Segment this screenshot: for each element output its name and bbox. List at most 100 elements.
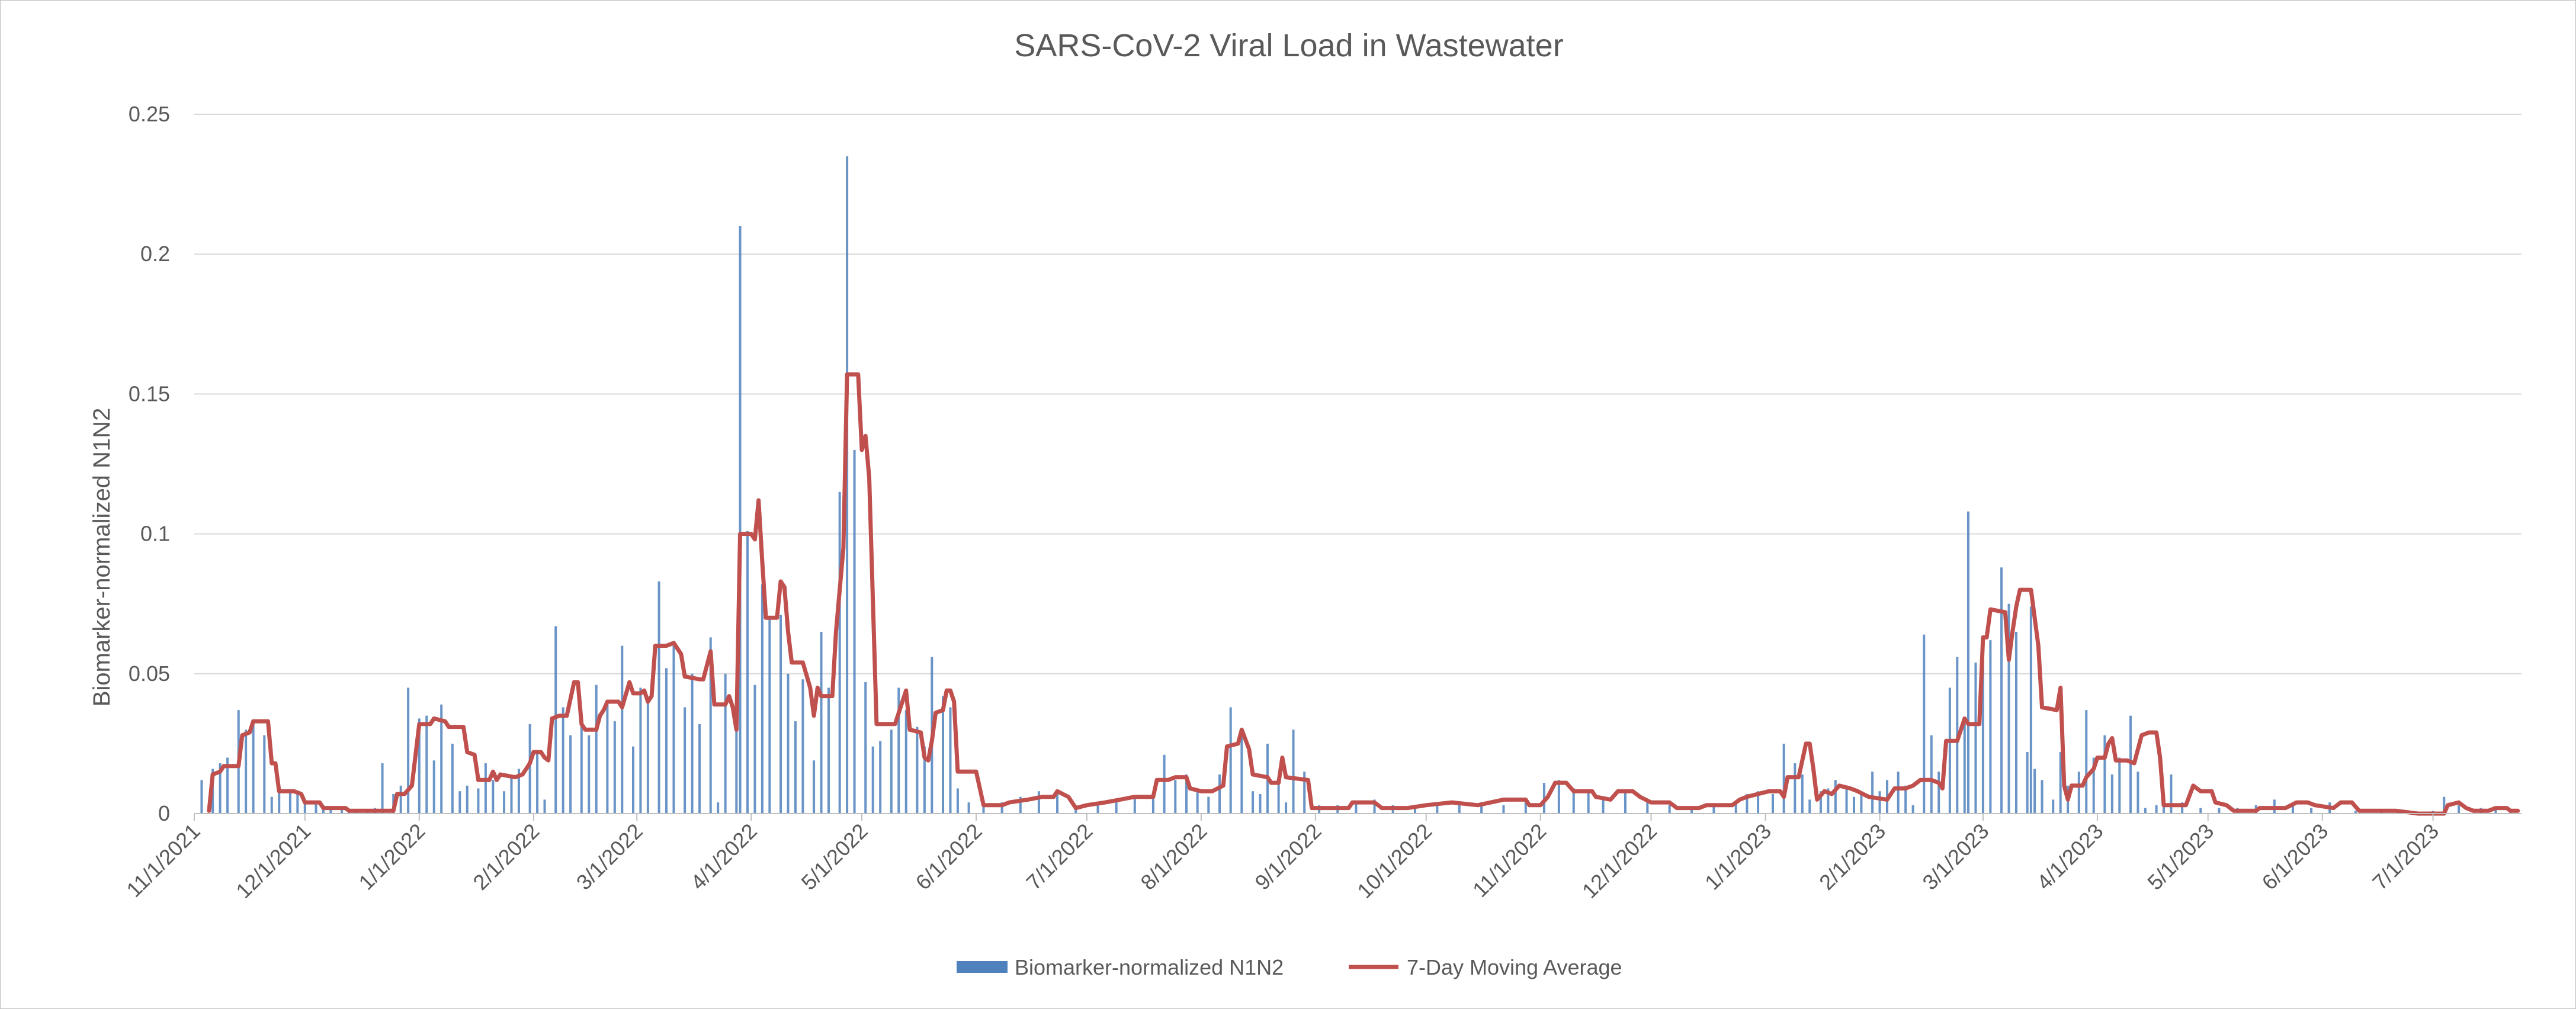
bar [418, 718, 421, 814]
bar [288, 791, 291, 814]
y-tick-label: 0 [158, 801, 170, 825]
bar [753, 685, 756, 814]
x-tick-label: 12/1/2021 [231, 819, 315, 903]
bar [2118, 757, 2121, 814]
bar [916, 727, 919, 814]
bar [1019, 796, 1022, 814]
bar [657, 581, 660, 814]
bar [768, 618, 771, 814]
bar [1624, 791, 1627, 814]
line-series [207, 372, 2520, 816]
bar [554, 626, 557, 814]
bar [2085, 710, 2088, 814]
bar [639, 687, 642, 814]
bar [1827, 788, 1830, 814]
bar [2218, 808, 2221, 814]
bar [1285, 802, 1288, 814]
bar [956, 788, 959, 814]
bar [1834, 780, 1837, 814]
moving-average-line [207, 372, 2520, 816]
bar [1056, 793, 1059, 814]
bar [846, 156, 849, 814]
bar [588, 735, 591, 814]
bar [709, 637, 712, 814]
bar [606, 702, 609, 814]
bar [2103, 735, 2106, 814]
bar [2110, 774, 2113, 814]
bar [562, 707, 564, 814]
bar [1852, 796, 1855, 814]
x-axis [194, 813, 2522, 821]
x-tick-label: 9/1/2022 [1250, 819, 1326, 895]
x-tick-label: 8/1/2022 [1135, 819, 1211, 895]
x-tick-label: 6/1/2023 [2257, 819, 2333, 895]
bar [1871, 772, 1874, 814]
bar [1746, 793, 1749, 814]
bar [1355, 802, 1358, 814]
bar [923, 746, 926, 814]
bar [1989, 640, 1992, 814]
bar [879, 741, 882, 814]
bar [2155, 805, 2158, 814]
bar [813, 760, 816, 814]
bar [2129, 715, 2132, 814]
bar [1151, 796, 1154, 814]
legend-bar-swatch [957, 961, 1008, 973]
bar [820, 631, 823, 814]
bar [871, 746, 874, 814]
bar [1930, 735, 1933, 814]
bar [2014, 631, 2017, 814]
bar [942, 696, 945, 814]
bar [1801, 774, 1804, 814]
bar [827, 687, 830, 814]
bar [219, 763, 222, 814]
bar [2007, 603, 2010, 814]
x-tick-label: 12/1/2022 [1577, 819, 1661, 903]
bar [517, 769, 520, 814]
bar [1668, 805, 1671, 814]
bar [904, 710, 907, 814]
y-tick-label: 0.15 [129, 381, 170, 406]
bar [2144, 808, 2147, 814]
x-tick-label: 2/1/2022 [468, 819, 544, 895]
y-tick-label: 0.25 [129, 102, 170, 126]
bar [528, 724, 531, 814]
bar [1602, 796, 1605, 814]
bar [864, 682, 867, 814]
bar [466, 785, 469, 814]
bar [2136, 772, 2139, 814]
bar [1948, 687, 1951, 814]
y-tick-label: 0.05 [129, 661, 170, 686]
bar [967, 802, 970, 814]
bar [2000, 567, 2003, 814]
bar [1458, 802, 1461, 814]
x-tick-label: 4/1/2022 [686, 819, 762, 895]
bar [1557, 780, 1560, 814]
bar [425, 715, 428, 814]
bar [2163, 805, 2166, 814]
bar [580, 712, 583, 814]
bar [484, 763, 487, 814]
bar [296, 793, 299, 814]
x-tick-labels: 11/1/2021 12/1/2021 1/1/2022 2/1/2022 3/1/20… [121, 819, 2443, 903]
bar [477, 788, 480, 814]
bar [2354, 811, 2357, 814]
bar [2059, 752, 2062, 814]
bar [1646, 802, 1649, 814]
bar [1414, 808, 1417, 814]
bar [1771, 793, 1774, 814]
bar-series [200, 156, 2512, 814]
y-tick-label: 0.1 [140, 522, 170, 546]
x-tick-label: 3/1/2022 [572, 819, 647, 895]
bar [543, 799, 546, 814]
x-tick-label: 5/1/2022 [797, 819, 872, 895]
bar [982, 805, 985, 814]
bar [2170, 774, 2173, 814]
bar [315, 802, 317, 814]
x-tick-label: 10/1/2022 [1352, 819, 1436, 903]
bar [503, 791, 506, 814]
bar [646, 702, 649, 814]
bar [536, 752, 539, 814]
bar [270, 796, 273, 814]
